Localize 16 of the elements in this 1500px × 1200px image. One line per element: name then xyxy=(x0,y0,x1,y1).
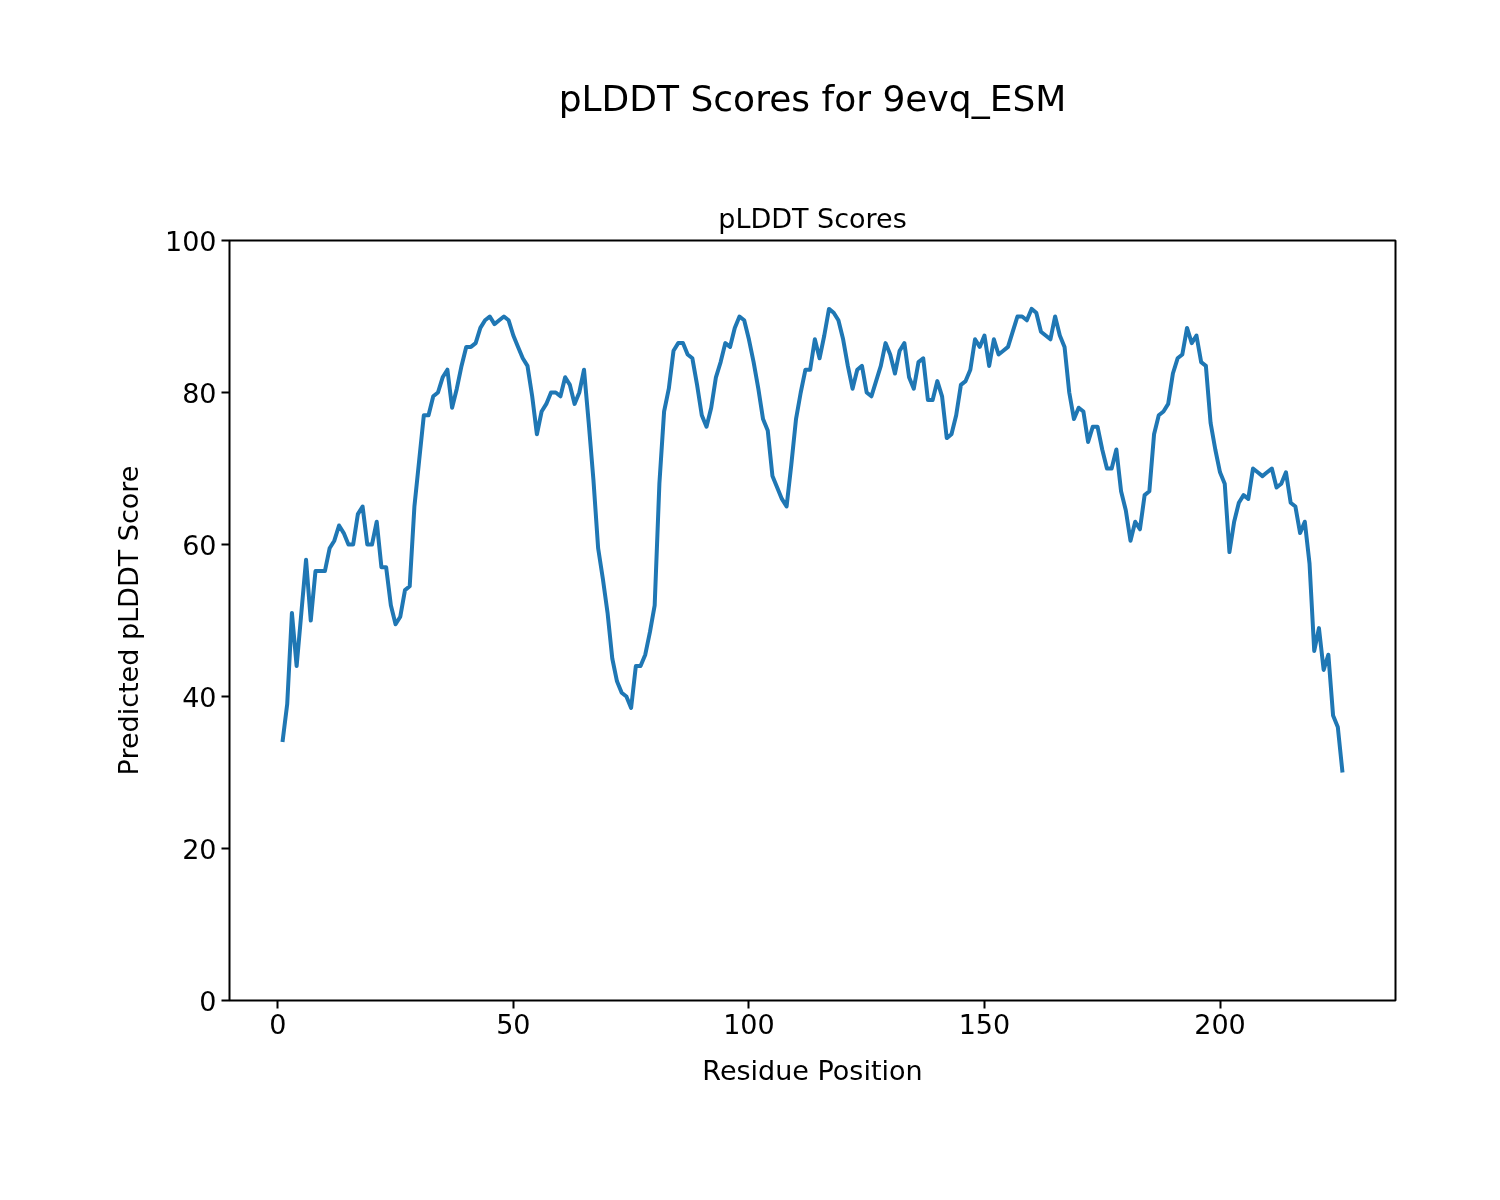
x-tick-label: 0 xyxy=(269,1008,287,1040)
x-tick-label: 200 xyxy=(1194,1008,1246,1040)
y-tick-label: 40 xyxy=(182,681,217,713)
line-series xyxy=(280,306,1345,775)
chart-title: pLDDT Scores for 9evq_ESM xyxy=(558,77,1067,119)
x-axis-title: Residue Position xyxy=(702,1054,923,1086)
x-tick-label: 50 xyxy=(496,1008,531,1040)
x-tick-label: 100 xyxy=(723,1008,775,1040)
chart-subtitle: pLDDT Scores xyxy=(718,202,907,234)
y-tick-label: 80 xyxy=(182,377,217,409)
y-tick-label: 20 xyxy=(182,833,217,865)
x-tick-label: 150 xyxy=(958,1008,1011,1040)
y-axis-title: Predicted pLDDT Score xyxy=(112,465,144,776)
y-tick-label: 100 xyxy=(164,225,217,257)
y-tick-label: 60 xyxy=(182,529,217,561)
y-tick-label: 0 xyxy=(199,985,217,1017)
